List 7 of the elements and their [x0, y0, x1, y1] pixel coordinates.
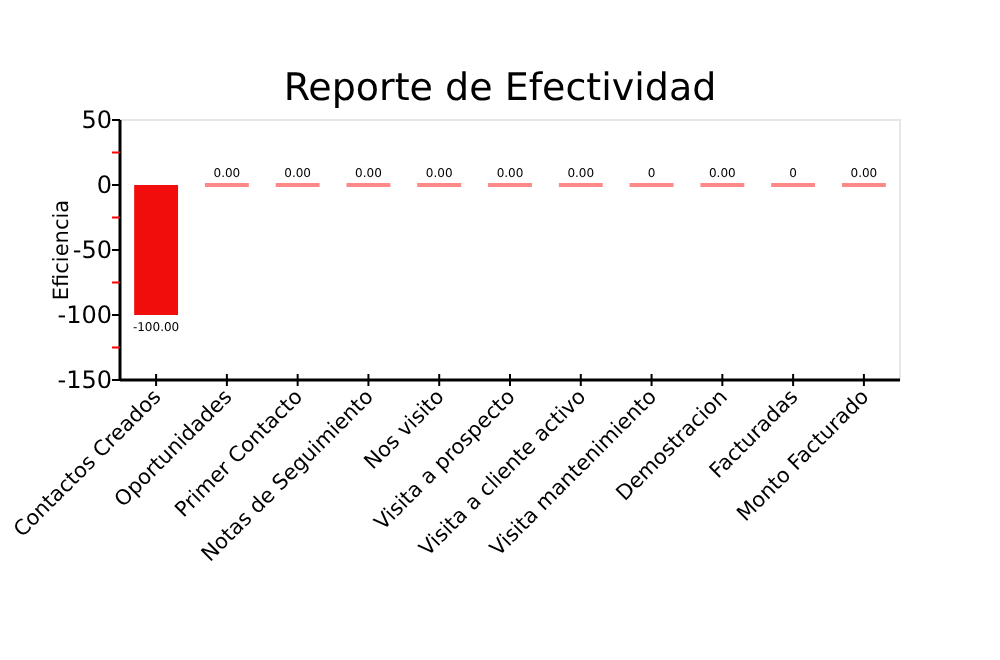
y-tick-label: 50: [81, 106, 112, 134]
y-tick-label: -100: [57, 301, 112, 329]
y-tick-label: -150: [57, 366, 112, 394]
y-tick-label: 0: [96, 171, 112, 199]
chart-title: Reporte de Efectividad: [283, 66, 717, 110]
y-tick-label: -50: [72, 236, 112, 264]
y-axis-title: Eficiencia: [50, 199, 74, 301]
